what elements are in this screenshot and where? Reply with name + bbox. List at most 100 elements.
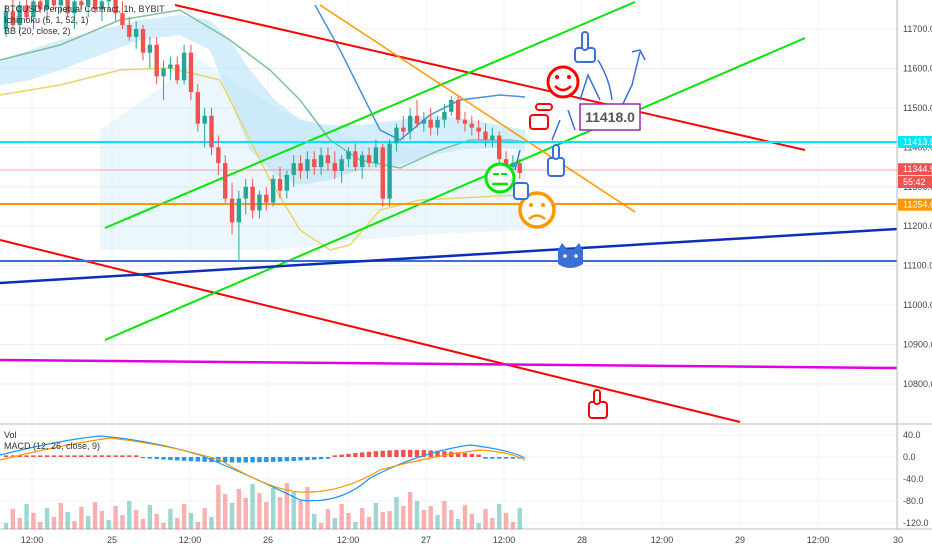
- volume-bar: [312, 514, 317, 529]
- candle-body: [209, 115, 214, 148]
- volume-bar: [428, 506, 433, 529]
- volume-bar: [414, 501, 420, 529]
- volume-bar: [442, 501, 447, 529]
- candle-body: [284, 174, 290, 191]
- macd-histogram-bar: [476, 454, 481, 457]
- time-tick-label: 25: [107, 535, 117, 545]
- volume-bar: [497, 504, 502, 529]
- macd-histogram-bar: [469, 453, 474, 457]
- candle-body: [503, 159, 509, 168]
- price-tick-label: 11600.0: [903, 63, 932, 73]
- volume-bar: [394, 497, 399, 529]
- volume-bar: [305, 487, 310, 529]
- macd-histogram-bar: [407, 449, 413, 457]
- macd-histogram-bar: [133, 455, 139, 457]
- volume-bar: [360, 508, 365, 529]
- candle-body: [312, 159, 317, 168]
- symbol-title[interactable]: BTCUSD Perpetual Contract, 1h, BYBIT: [4, 4, 165, 14]
- red-trendline-lower: [0, 239, 741, 423]
- chart-legend: BTCUSD Perpetual Contract, 1h, BYBIT Ich…: [4, 4, 165, 37]
- volume-bar: [298, 501, 303, 529]
- volume-bar: [106, 520, 111, 529]
- volume-bar: [181, 504, 187, 529]
- candle-body: [44, 0, 50, 10]
- time-tick-label: 12:00: [179, 535, 202, 545]
- candle-body: [476, 127, 481, 132]
- candle-body: [79, 1, 84, 6]
- volume-bar: [140, 519, 146, 529]
- volume-bar: [483, 509, 488, 529]
- macd-histogram-bar: [188, 457, 194, 462]
- macd-histogram-bar: [38, 455, 43, 457]
- macd-histogram-bar: [394, 450, 399, 457]
- red-hand-bottom-icon: [588, 389, 608, 419]
- ichimoku-legend[interactable]: Ichimoku (5, 1, 52, 1): [4, 15, 89, 25]
- volume-bar: [510, 522, 516, 529]
- candle-body: [318, 155, 324, 168]
- volume-bar: [270, 488, 276, 529]
- bb-band-fill: [100, 60, 525, 250]
- volume-bar: [133, 510, 139, 529]
- time-tick-label: 28: [577, 535, 587, 545]
- price-annotation-box[interactable]: 11418.0: [579, 103, 641, 131]
- macd-line: [0, 435, 526, 502]
- volume-bar: [38, 522, 43, 529]
- volume-bar: [99, 511, 105, 529]
- volume-bar: [3, 523, 9, 529]
- macd-histogram-bar: [490, 457, 495, 459]
- macd-histogram-bar: [346, 453, 351, 457]
- candle-body: [65, 0, 70, 14]
- volume-bar: [175, 518, 180, 529]
- candle-body: [264, 194, 269, 203]
- candle-body: [181, 52, 187, 81]
- price-tag-box: [898, 176, 932, 189]
- candle-body: [58, 0, 63, 6]
- volume-bar: [435, 515, 440, 529]
- candle-body: [510, 163, 516, 168]
- candle-body: [421, 119, 427, 124]
- price-tag-box: [898, 136, 932, 149]
- macd-histogram-bar: [270, 457, 276, 462]
- volume-bar: [462, 505, 468, 529]
- time-axis[interactable]: 12:00 25 12:00 26 12:00 27 12:00 28 12:00 29 12:00…: [21, 535, 903, 545]
- volume-bar: [17, 518, 22, 529]
- volume-bar: [277, 497, 283, 529]
- candle-body: [72, 1, 77, 14]
- vol-legend[interactable]: Vol: [4, 430, 17, 440]
- macd-histogram-bar: [380, 450, 385, 457]
- candle-body: [332, 163, 337, 171]
- macd-histogram-bar: [264, 457, 269, 463]
- macd-histogram-bar: [387, 450, 392, 457]
- candle-body: [99, 1, 105, 10]
- macd-tick-label: -80.0: [903, 496, 924, 506]
- blue-hand-small-icon: [547, 144, 565, 177]
- candle-body: [291, 163, 296, 175]
- volume-bar: [127, 501, 132, 529]
- candle-body: [442, 111, 447, 120]
- macd-legend[interactable]: MACD (12, 26, close, 9): [4, 441, 101, 451]
- candle-body: [127, 25, 132, 37]
- volume-bar: [490, 518, 495, 529]
- price-tick-label: 11000.0: [903, 300, 932, 310]
- macd-histogram-bar: [140, 457, 146, 459]
- candle-body: [353, 151, 358, 168]
- candle-body: [24, 5, 29, 18]
- candle-body: [51, 0, 57, 6]
- macd-tick-label: 0.0: [903, 452, 916, 462]
- macd-histogram-bar: [65, 455, 70, 457]
- macd-axis[interactable]: 40.0 0.0 -40.0 -80.0 -120.0: [903, 430, 929, 528]
- volume-bar: [86, 516, 91, 529]
- volume-bar: [380, 512, 385, 529]
- macd-histogram-bar: [312, 457, 317, 460]
- candle-body: [449, 100, 454, 112]
- macd-histogram-bar: [243, 457, 248, 463]
- candle-body: [147, 44, 153, 53]
- candle-body: [133, 29, 139, 37]
- candle-body: [394, 127, 399, 144]
- macd-histogram-bar: [250, 457, 255, 463]
- volume-bar: [291, 492, 296, 529]
- bb-legend[interactable]: BB (20, close, 2): [4, 26, 71, 36]
- green-channel-upper: [104, 1, 636, 229]
- macd-histogram-bar: [127, 455, 132, 457]
